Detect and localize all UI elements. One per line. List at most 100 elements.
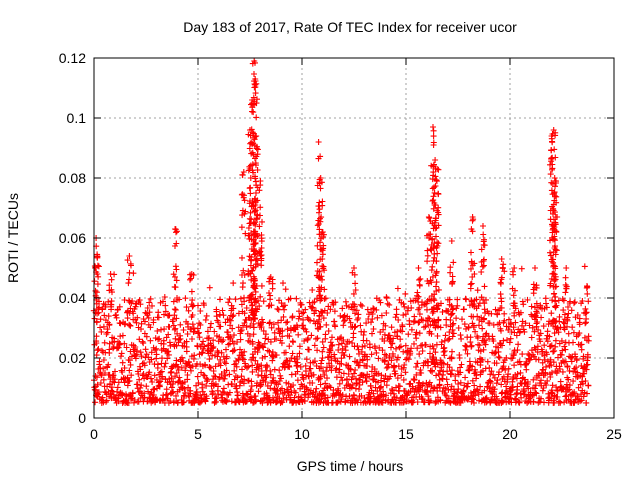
data-point: [417, 275, 424, 282]
data-point: [124, 374, 131, 381]
data-point: [255, 388, 262, 395]
data-point: [430, 354, 437, 360]
data-point: [263, 374, 270, 381]
data-point: [401, 303, 408, 310]
data-point: [432, 215, 439, 222]
data-point: [432, 349, 439, 356]
data-point: [155, 309, 162, 316]
data-point: [395, 363, 402, 370]
data-point: [414, 399, 421, 405]
data-point: [498, 327, 504, 334]
data-point: [119, 392, 126, 398]
data-point: [395, 317, 402, 323]
data-point: [229, 325, 236, 332]
data-point: [556, 366, 563, 372]
data-point: [558, 337, 565, 344]
data-point: [577, 342, 584, 348]
data-point: [439, 309, 446, 315]
data-point: [275, 306, 282, 313]
data-point: [352, 280, 359, 287]
data-point: [262, 379, 269, 385]
data-point: [444, 368, 451, 375]
data-point: [379, 347, 386, 354]
data-point: [402, 342, 409, 349]
data-point: [386, 301, 393, 308]
data-point: [316, 316, 322, 323]
data-point: [448, 238, 455, 244]
data-point: [552, 303, 559, 310]
data-point: [94, 374, 100, 381]
data-point: [121, 379, 128, 386]
data-point: [423, 300, 430, 307]
data-point: [582, 310, 589, 317]
data-point: [173, 392, 179, 399]
data-point: [328, 357, 335, 364]
data-point: [126, 276, 132, 283]
data-point: [580, 353, 587, 360]
data-point: [126, 377, 133, 384]
data-point: [424, 252, 431, 259]
data-point: [470, 396, 477, 403]
data-point: [237, 295, 244, 302]
data-point: [223, 367, 230, 374]
data-point: [469, 395, 476, 402]
data-point: [363, 337, 370, 344]
data-point: [449, 333, 456, 340]
data-point: [240, 322, 246, 329]
data-point: [316, 226, 323, 233]
data-point: [379, 396, 386, 403]
data-point: [396, 344, 403, 351]
data-point: [201, 302, 207, 309]
data-point: [247, 270, 254, 277]
data-point: [283, 357, 290, 364]
data-point: [429, 368, 436, 375]
data-point: [288, 371, 295, 378]
data-point: [433, 279, 440, 286]
data-point: [126, 269, 133, 276]
data-point: [188, 288, 195, 295]
data-point: [108, 301, 115, 308]
data-point: [370, 390, 377, 397]
data-point: [202, 316, 209, 323]
data-point: [514, 389, 521, 396]
data-point: [578, 346, 585, 353]
data-point: [408, 326, 415, 333]
data-point: [544, 328, 551, 335]
data-point: [562, 358, 569, 365]
data-point: [234, 374, 241, 381]
y-tick-label: 0.02: [59, 350, 86, 366]
data-point: [135, 371, 142, 377]
data-point: [123, 344, 130, 351]
data-point: [448, 302, 455, 309]
x-tick-label: 10: [294, 426, 310, 442]
data-point: [430, 139, 437, 146]
data-point: [289, 313, 296, 320]
data-point: [565, 310, 572, 317]
data-point: [191, 328, 198, 335]
data-point: [455, 381, 462, 387]
data-point: [306, 373, 312, 380]
data-point: [189, 321, 196, 328]
data-point: [414, 360, 421, 367]
data-point: [129, 390, 136, 397]
data-point: [96, 358, 103, 365]
data-point: [584, 283, 590, 289]
data-point: [509, 355, 516, 362]
data-point: [188, 271, 195, 277]
data-point: [143, 333, 150, 340]
data-point: [252, 233, 259, 240]
data-point: [341, 318, 347, 325]
data-point: [253, 100, 260, 107]
data-point: [555, 329, 562, 336]
data-point: [349, 373, 356, 380]
data-point: [184, 331, 191, 337]
data-point: [303, 328, 310, 335]
data-point: [405, 356, 412, 363]
data-point: [251, 142, 258, 149]
data-point: [98, 371, 105, 378]
data-point: [241, 210, 248, 217]
data-point: [331, 308, 338, 315]
data-point: [118, 353, 124, 360]
data-point: [183, 348, 190, 355]
data-point: [223, 353, 230, 360]
